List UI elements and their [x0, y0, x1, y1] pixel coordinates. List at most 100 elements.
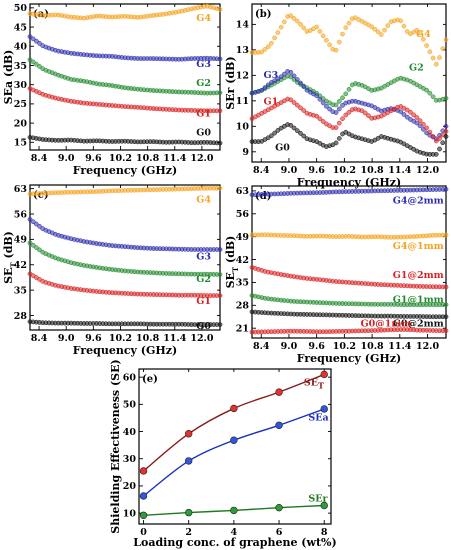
data-point	[281, 71, 287, 77]
data-point	[259, 49, 265, 55]
series-label: G2	[196, 274, 211, 285]
data-point	[301, 133, 307, 139]
series-g4-2mm: G4@2mm	[249, 186, 449, 206]
data-point	[27, 34, 33, 40]
plot-frame	[29, 184, 221, 331]
series-label: G0	[196, 127, 211, 138]
y-tick-label: 63	[236, 186, 249, 197]
data-point	[217, 56, 223, 62]
data-point	[294, 102, 300, 108]
data-point	[217, 185, 223, 191]
data-point	[33, 221, 39, 227]
data-point	[259, 87, 265, 93]
data-point	[217, 7, 223, 12]
data-point	[217, 90, 223, 96]
data-point	[33, 245, 39, 250]
series-g2: G2	[27, 57, 223, 96]
data-point	[417, 30, 423, 36]
series-g4: G4	[249, 13, 449, 67]
plot-frame	[29, 3, 221, 151]
data-point	[343, 91, 349, 97]
data-point	[443, 134, 449, 139]
y-tick-label: 42	[14, 260, 27, 271]
data-point	[314, 93, 320, 99]
y-tick-label: 49	[14, 235, 28, 246]
x-tick-label: 8.4	[31, 333, 48, 344]
y-axis-label-unit: (dB)	[2, 231, 15, 262]
y-tick-label: 45	[14, 22, 27, 33]
panel-label: (d)	[255, 191, 271, 202]
series-label: SET	[304, 377, 324, 390]
x-tick-label: 10.8	[361, 165, 385, 176]
series-label: G4@1mm	[393, 241, 444, 252]
x-tick-label: 12.0	[416, 341, 440, 352]
data-point	[314, 113, 320, 119]
data-point	[278, 74, 284, 80]
y-axis-label: SET (dB)	[2, 231, 18, 284]
data-point	[414, 115, 420, 120]
series-label: G1	[196, 296, 211, 307]
data-point	[327, 42, 332, 48]
data-point	[272, 35, 277, 41]
x-tick-label: 9.0	[58, 333, 75, 344]
y-axis-label-main: SE	[224, 272, 237, 288]
series-label: SEr	[308, 494, 328, 505]
y-tick-label: 30	[123, 454, 137, 465]
x-axis-label: Loading conc. of graphene (wt%)	[133, 536, 336, 549]
data-point	[269, 133, 274, 139]
y-tick-label: 20	[123, 481, 137, 492]
data-point	[437, 146, 442, 152]
data-point	[443, 123, 449, 129]
series-label: G2	[409, 62, 424, 73]
data-point	[333, 140, 339, 146]
y-tick-label: 11	[236, 96, 249, 107]
data-point	[427, 49, 433, 55]
data-point	[430, 94, 436, 100]
data-point	[275, 503, 283, 512]
x-axis-label: Frequency (GHz)	[73, 344, 177, 357]
series-label: G0@2mm	[393, 319, 444, 330]
data-point	[346, 109, 352, 115]
plot-frame	[251, 185, 447, 339]
y-tick-label: 21	[236, 323, 249, 334]
data-point	[291, 125, 297, 131]
data-point	[443, 37, 449, 43]
x-axis-label: Frequency (GHz)	[73, 164, 177, 177]
data-point	[275, 76, 281, 82]
y-tick-label: 40	[123, 427, 137, 438]
y-tick-label: 35	[14, 285, 27, 296]
x-tick-label: 8.4	[253, 341, 270, 352]
data-point	[30, 59, 36, 65]
data-point	[437, 136, 442, 141]
series-line	[143, 408, 325, 497]
data-point	[340, 31, 345, 37]
series-g1-1mm: G1@1mm	[249, 293, 449, 308]
y-axis-label-unit: (dB)	[224, 236, 237, 267]
data-point	[336, 120, 342, 126]
series-g0-2mm: G0@2mm	[249, 309, 449, 330]
series-g1: G1	[249, 97, 449, 144]
x-tick-label: 11.4	[388, 341, 412, 352]
series-label: G4	[196, 13, 211, 24]
data-point	[30, 36, 36, 42]
data-point	[378, 32, 384, 37]
series-label: G4@2mm	[393, 195, 444, 206]
data-point	[336, 106, 342, 112]
x-axis-label: Frequency (GHz)	[297, 176, 401, 189]
data-point	[320, 405, 328, 413]
data-point	[301, 84, 307, 89]
data-point	[369, 24, 374, 30]
data-point	[414, 120, 420, 126]
data-point	[320, 119, 326, 124]
data-point	[301, 108, 307, 113]
data-point	[340, 103, 345, 108]
series-label: G3	[196, 251, 211, 262]
x-tick-label: 10.2	[109, 333, 132, 344]
data-point	[327, 106, 332, 112]
series-g3: G3	[249, 69, 449, 142]
data-point	[291, 73, 297, 79]
data-point	[404, 114, 410, 120]
data-point	[33, 38, 39, 44]
series-g1: G1	[27, 86, 223, 120]
data-point	[320, 100, 326, 106]
